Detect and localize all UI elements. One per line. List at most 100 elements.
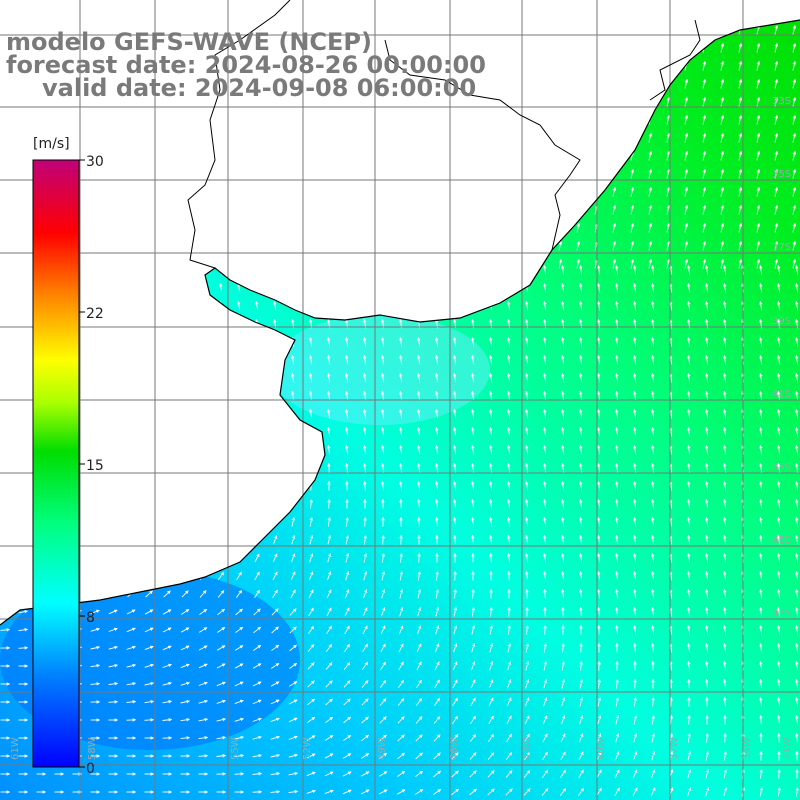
wind-arrow: [542, 480, 547, 491]
wind-arrow: [291, 535, 296, 545]
wind-arrow: [632, 264, 637, 275]
wind-arrow: [90, 682, 101, 686]
wind-arrow: [363, 480, 367, 491]
wind-arrow: [776, 426, 781, 437]
wind-arrow: [525, 660, 530, 671]
wind-arrow: [615, 714, 620, 725]
wind-arrow: [288, 753, 298, 758]
wind-arrow: [758, 462, 763, 473]
wind-arrow: [471, 606, 476, 617]
wind-arrow: [488, 444, 493, 455]
wind-arrow: [524, 751, 530, 760]
wind-arrow: [722, 264, 727, 275]
wind-arrow: [327, 553, 332, 563]
wind-arrow: [433, 734, 441, 742]
wind-arrow: [253, 626, 262, 634]
wind-arrow: [108, 609, 118, 615]
wind-arrow: [146, 336, 151, 347]
wind-arrow: [108, 700, 119, 704]
wind-arrow: [558, 78, 563, 89]
wind-arrow: [578, 264, 583, 275]
wind-arrow: [506, 300, 511, 311]
wind-arrow: [380, 282, 385, 293]
wind-arrow: [794, 534, 799, 545]
wind-arrow: [705, 750, 710, 761]
wind-arrow: [558, 60, 563, 71]
wind-arrow: [128, 481, 134, 491]
wind-arrow: [3, 355, 8, 365]
wind-arrow: [758, 570, 763, 581]
wind-arrow: [722, 498, 727, 509]
wind-arrow: [380, 372, 385, 383]
wind-arrow: [361, 734, 370, 742]
wind-arrow: [776, 696, 781, 707]
wind-arrow: [578, 534, 583, 545]
wind-arrow: [686, 498, 691, 509]
wind-arrow: [560, 444, 565, 455]
wind-arrow: [236, 264, 241, 275]
wind-arrow: [758, 678, 763, 689]
wind-arrow: [794, 642, 799, 653]
wind-arrow: [576, 204, 581, 215]
wind-arrow: [252, 717, 262, 722]
wind-arrow: [488, 697, 494, 707]
wind-arrow: [327, 462, 331, 473]
wind-arrow: [398, 679, 405, 688]
wind-arrow: [363, 571, 368, 581]
wind-arrow: [704, 264, 709, 275]
wind-arrow: [398, 354, 403, 365]
wind-arrow: [541, 787, 549, 796]
wind-arrow: [576, 168, 581, 179]
wind-arrow: [434, 444, 439, 455]
wind-arrow: [723, 696, 727, 707]
wind-arrow: [470, 426, 475, 437]
wind-arrow: [543, 624, 547, 635]
wind-arrow: [776, 642, 781, 653]
wind-arrow: [487, 770, 495, 778]
wind-arrow: [345, 571, 350, 581]
wind-arrow: [630, 96, 635, 107]
lat-label-0: 33S: [772, 96, 791, 107]
wind-arrow: [416, 498, 421, 509]
wind-arrow: [290, 264, 295, 275]
wind-arrow: [686, 660, 691, 671]
wind-arrow: [344, 354, 349, 365]
wind-arrow: [650, 336, 655, 347]
wind-arrow: [92, 499, 99, 508]
wind-arrow: [686, 336, 691, 347]
wind-arrow: [488, 282, 493, 293]
wind-arrow: [794, 570, 799, 581]
wind-arrow: [416, 643, 422, 653]
lon-label-2: 55W: [230, 737, 241, 760]
wind-arrow: [273, 426, 277, 437]
wind-arrow: [182, 535, 188, 545]
wind-arrow: [524, 264, 529, 275]
wind-arrow: [650, 480, 655, 491]
wind-arrow: [380, 625, 386, 635]
wind-arrow: [471, 624, 476, 635]
wind-arrow: [126, 627, 136, 633]
wind-arrow: [596, 336, 601, 347]
wind-arrow: [416, 444, 421, 455]
wind-arrow: [524, 697, 530, 707]
wind-arrow: [686, 264, 691, 275]
wind-arrow: [234, 735, 245, 740]
wind-arrow: [612, 60, 617, 71]
wind-arrow: [435, 570, 439, 581]
wind-arrow: [668, 588, 673, 599]
wind-arrow: [668, 552, 673, 563]
wind-arrow: [381, 589, 386, 599]
wind-arrow: [378, 771, 388, 777]
wind-arrow: [433, 715, 441, 724]
wind-arrow: [614, 588, 619, 599]
wind-arrow: [434, 408, 439, 419]
wind-arrow: [451, 752, 459, 760]
wind-arrow: [597, 624, 601, 635]
wind-arrow: [651, 714, 656, 725]
colorbar-unit: [m/s]: [33, 136, 70, 152]
wind-arrow: [109, 536, 117, 544]
wind-arrow: [147, 408, 152, 419]
wind-arrow: [236, 517, 242, 527]
wind-arrow: [93, 354, 97, 365]
wind-arrow: [614, 769, 620, 779]
